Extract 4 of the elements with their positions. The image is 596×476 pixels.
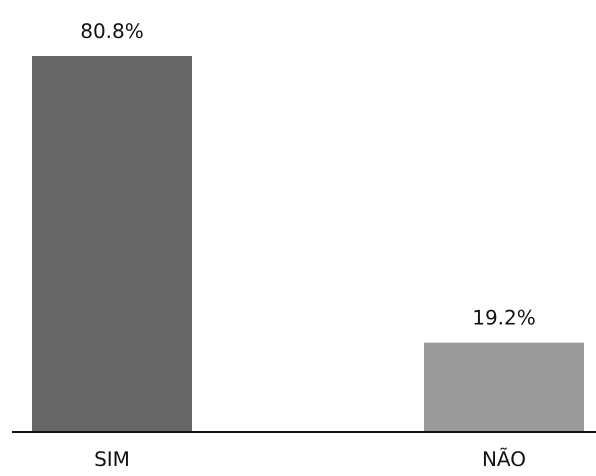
x-tick-label: SIM <box>94 447 130 471</box>
x-tick-label: NÃO <box>482 447 526 471</box>
data-label: 80.8% <box>80 19 144 43</box>
data-label: 19.2% <box>472 306 536 330</box>
